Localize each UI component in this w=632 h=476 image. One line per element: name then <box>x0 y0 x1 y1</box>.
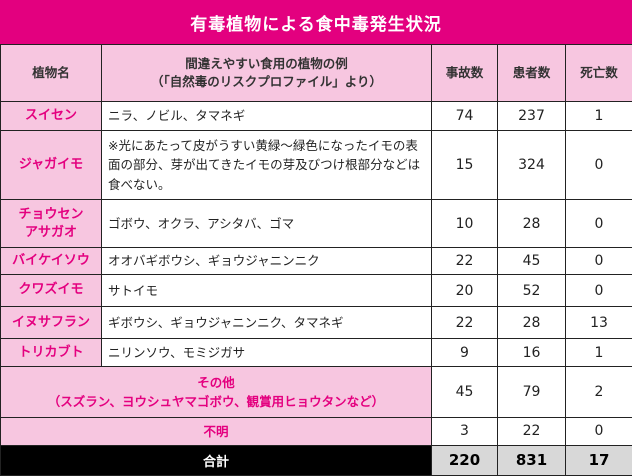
incidents-cell: 3 <box>431 416 498 446</box>
example-cell: オオバギボウシ、ギョウジャニンニク <box>101 247 432 275</box>
patients-cell: 28 <box>497 199 566 249</box>
total-incidents: 220 <box>431 444 498 476</box>
deaths-cell: 13 <box>565 306 632 340</box>
deaths-cell: 0 <box>565 129 632 201</box>
total-deaths: 17 <box>565 444 632 476</box>
incidents-cell: 22 <box>431 247 498 275</box>
unknown-label: 不明 <box>0 416 432 446</box>
table-row: バイケイソウ オオバギボウシ、ギョウジャニンニク 22 45 0 <box>0 247 632 275</box>
plant-name-line2: アサガオ <box>24 224 77 240</box>
deaths-cell: 1 <box>565 338 632 368</box>
header-incidents: 事故数 <box>431 44 498 102</box>
unknown-row: 不明 3 22 0 <box>0 416 632 446</box>
deaths-cell: 0 <box>565 199 632 249</box>
plant-name: クワズイモ <box>18 282 84 298</box>
deaths-cell: 0 <box>565 416 632 446</box>
example-cell: ニラ、ノビル、タマネギ <box>101 100 432 131</box>
deaths-cell: 0 <box>565 247 632 275</box>
patients-cell: 79 <box>497 366 566 418</box>
plant-name: スイセン <box>24 107 77 123</box>
other-label-cell: その他 （スズラン、ヨウシュヤマゴボウ、観賞用ヒョウタンなど） <box>0 366 432 418</box>
deaths-cell: 1 <box>565 100 632 131</box>
deaths-cell: 0 <box>565 273 632 308</box>
plant-name-line1: チョウセン <box>18 206 84 222</box>
example-cell: ギボウシ、ギョウジャニンニク、タマネギ <box>101 306 432 340</box>
header-patients: 患者数 <box>497 44 566 102</box>
incidents-cell: 10 <box>431 199 498 249</box>
poisoning-table: 植物名 間違えやすい食用の植物の例 （「自然毒のリスクプロファイル」より） 事故… <box>0 44 632 476</box>
header-plant-name: 植物名 <box>0 44 102 102</box>
plant-name-cell: バイケイソウ <box>0 247 102 275</box>
plant-name-cell: ジャガイモ <box>0 129 102 201</box>
incidents-cell: 22 <box>431 306 498 340</box>
plant-name-cell: スイセン <box>0 100 102 131</box>
other-label: その他 <box>197 374 235 390</box>
incidents-cell: 45 <box>431 366 498 418</box>
plant-name-cell: トリカブト <box>0 338 102 368</box>
example-cell: サトイモ <box>101 273 432 308</box>
plant-name-cell: クワズイモ <box>0 273 102 308</box>
table-row: トリカブト ニリンソウ、モミジガサ 9 16 1 <box>0 338 632 368</box>
header-example: 間違えやすい食用の植物の例 （「自然毒のリスクプロファイル」より） <box>101 44 432 102</box>
table-row: クワズイモ サトイモ 20 52 0 <box>0 273 632 308</box>
patients-cell: 324 <box>497 129 566 201</box>
header-example-line2: （「自然毒のリスクプロファイル」より） <box>150 73 382 89</box>
plant-name-cell: イヌサフラン <box>0 306 102 340</box>
incidents-cell: 74 <box>431 100 498 131</box>
header-deaths: 死亡数 <box>565 44 632 102</box>
table-title: 有毒植物による食中毒発生状況 <box>0 0 632 44</box>
plant-name: ジャガイモ <box>18 157 84 173</box>
patients-cell: 52 <box>497 273 566 308</box>
example-cell: ニリンソウ、モミジガサ <box>101 338 432 368</box>
patients-cell: 22 <box>497 416 566 446</box>
incidents-cell: 9 <box>431 338 498 368</box>
deaths-cell: 2 <box>565 366 632 418</box>
plant-name: バイケイソウ <box>12 252 90 268</box>
patients-cell: 16 <box>497 338 566 368</box>
total-label: 合計 <box>0 444 432 476</box>
patients-cell: 28 <box>497 306 566 340</box>
table-row: イヌサフラン ギボウシ、ギョウジャニンニク、タマネギ 22 28 13 <box>0 306 632 340</box>
table-row: ジャガイモ ※光にあたって皮がうすい黄緑～緑色になったイモの表面の部分、芽が出て… <box>0 129 632 201</box>
total-patients: 831 <box>497 444 566 476</box>
total-row: 合計 220 831 17 <box>0 444 632 476</box>
table-row: スイセン ニラ、ノビル、タマネギ 74 237 1 <box>0 100 632 131</box>
other-label-examples: （スズラン、ヨウシュヤマゴボウ、観賞用ヒョウタンなど） <box>47 394 385 410</box>
example-cell: ※光にあたって皮がうすい黄緑～緑色になったイモの表面の部分、芽が出てきたイモの芽… <box>101 129 432 201</box>
table-row: チョウセン アサガオ ゴボウ、オクラ、アシタバ、ゴマ 10 28 0 <box>0 199 632 249</box>
patients-cell: 45 <box>497 247 566 275</box>
incidents-cell: 20 <box>431 273 498 308</box>
header-row: 植物名 間違えやすい食用の植物の例 （「自然毒のリスクプロファイル」より） 事故… <box>0 44 632 102</box>
plant-name: トリカブト <box>18 344 84 360</box>
other-row: その他 （スズラン、ヨウシュヤマゴボウ、観賞用ヒョウタンなど） 45 79 2 <box>0 366 632 418</box>
plant-name-cell: チョウセン アサガオ <box>0 199 102 249</box>
header-example-line1: 間違えやすい食用の植物の例 <box>185 55 348 71</box>
patients-cell: 237 <box>497 100 566 131</box>
plant-name: イヌサフラン <box>11 314 90 330</box>
incidents-cell: 15 <box>431 129 498 201</box>
example-cell: ゴボウ、オクラ、アシタバ、ゴマ <box>101 199 432 249</box>
